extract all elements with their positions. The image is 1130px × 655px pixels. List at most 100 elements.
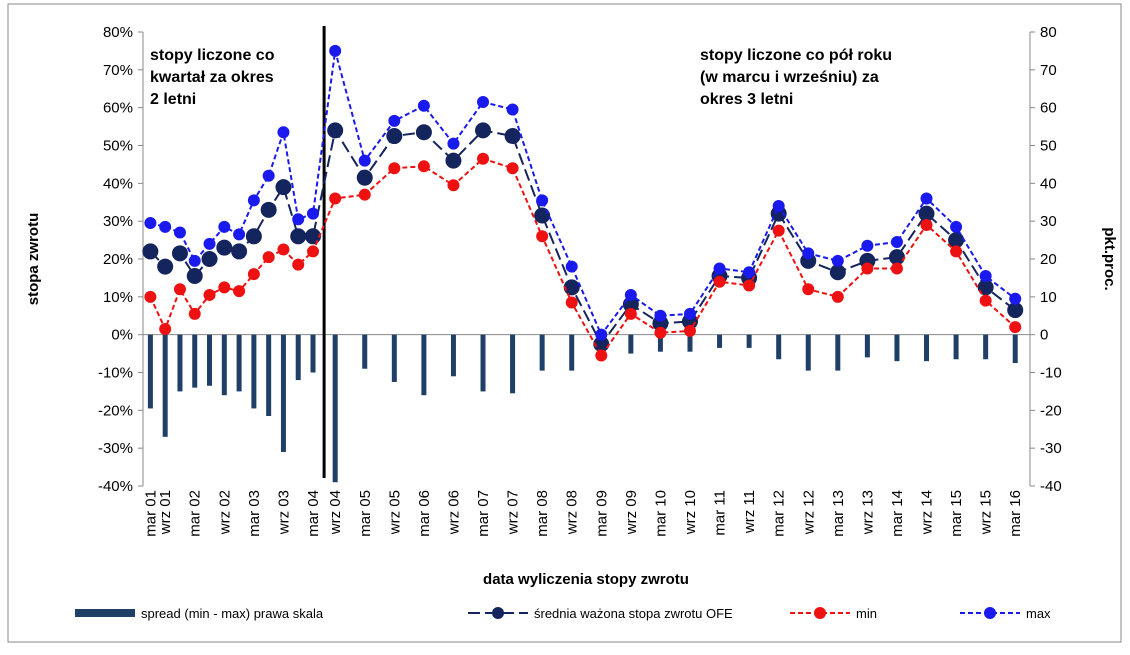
- bar: [1012, 334, 1018, 364]
- marker: [506, 162, 519, 175]
- marker: [218, 281, 231, 294]
- marker: [654, 326, 667, 339]
- x-tick-label: mar 04: [305, 490, 322, 537]
- y2-tick-label: 80: [1040, 24, 1057, 41]
- marker: [447, 137, 460, 150]
- marker: [802, 283, 815, 296]
- marker: [624, 307, 637, 320]
- marker: [654, 309, 667, 322]
- marker: [157, 258, 174, 275]
- annotation: kwartał za okres: [150, 69, 274, 86]
- marker: [216, 239, 233, 256]
- marker: [950, 220, 963, 233]
- legend-label: min: [856, 606, 877, 621]
- marker: [595, 328, 608, 341]
- marker: [565, 296, 578, 309]
- x-tick-label: wrz 14: [919, 490, 936, 535]
- marker: [713, 275, 726, 288]
- marker: [475, 122, 492, 139]
- x-tick-label: wrz 07: [505, 490, 522, 535]
- marker: [565, 260, 578, 273]
- marker: [231, 243, 248, 260]
- y2-tick-label: 30: [1040, 213, 1057, 230]
- y2-tick-label: 20: [1040, 251, 1057, 268]
- bar: [332, 334, 338, 483]
- y2-tick-label: 0: [1040, 327, 1048, 344]
- bar: [251, 334, 257, 409]
- marker: [772, 224, 785, 237]
- marker: [772, 200, 785, 213]
- x-tick-label: wrz 15: [978, 490, 995, 535]
- y-axis-title: stopa zwrotu: [25, 213, 42, 306]
- marker: [233, 285, 246, 298]
- x-tick-label: mar 03: [246, 490, 263, 537]
- x-tick-label: mar 16: [1007, 490, 1024, 537]
- marker: [329, 44, 342, 57]
- marker: [918, 205, 935, 222]
- legend-swatch: [492, 607, 504, 619]
- bar: [221, 334, 227, 396]
- bar: [147, 334, 153, 409]
- y-tick-label: 0%: [111, 327, 133, 344]
- x-tick-label: mar 02: [187, 490, 204, 537]
- x-tick-label: mar 08: [534, 490, 551, 537]
- legend-swatch: [814, 607, 826, 619]
- marker: [417, 99, 430, 112]
- bar: [280, 334, 286, 452]
- y2-tick-label: 40: [1040, 175, 1057, 192]
- marker: [277, 243, 290, 256]
- x-tick-label: wrz 10: [682, 490, 699, 535]
- y-tick-label: -10%: [98, 365, 133, 382]
- y-tick-label: 30%: [103, 213, 133, 230]
- bar: [983, 334, 989, 360]
- marker: [358, 154, 371, 167]
- marker: [356, 169, 373, 186]
- bar: [295, 334, 301, 381]
- marker: [275, 179, 292, 196]
- marker: [307, 207, 320, 220]
- marker: [386, 128, 403, 145]
- y2-tick-label: -40: [1040, 478, 1062, 495]
- y-tick-label: 50%: [103, 138, 133, 155]
- marker: [536, 230, 549, 243]
- x-tick-label: wrz 09: [623, 490, 640, 535]
- marker: [388, 114, 401, 127]
- annotation: okres 3 letni: [700, 91, 793, 108]
- bar: [421, 334, 427, 396]
- bar: [177, 334, 183, 392]
- marker: [861, 239, 874, 252]
- marker: [262, 169, 275, 182]
- marker: [142, 243, 159, 260]
- x-tick-label: mar 06: [416, 490, 433, 537]
- y-tick-label: 60%: [103, 100, 133, 117]
- x-tick-label: mar 01: [142, 490, 159, 537]
- x-tick-label: wrz 13: [859, 490, 876, 535]
- marker: [247, 268, 260, 281]
- y2-tick-label: 70: [1040, 62, 1057, 79]
- bar: [310, 334, 316, 373]
- bar: [657, 334, 663, 352]
- marker: [277, 126, 290, 139]
- marker: [203, 288, 216, 301]
- marker: [829, 264, 846, 281]
- bar: [510, 334, 516, 394]
- x-tick-label: mar 10: [652, 490, 669, 537]
- legend-label: spread (min - max) prawa skala: [141, 606, 324, 621]
- bar: [569, 334, 575, 371]
- marker: [504, 128, 521, 145]
- y2-tick-label: -10: [1040, 365, 1062, 382]
- y2-axis-title: pkt.proc.: [1101, 227, 1118, 290]
- y-tick-label: -20%: [98, 402, 133, 419]
- marker: [329, 192, 342, 205]
- legend-swatch: [75, 609, 135, 617]
- x-tick-label: wrz 04: [327, 490, 344, 535]
- x-tick-label: mar 14: [889, 490, 906, 537]
- annotation: stopy liczone co: [150, 47, 275, 64]
- bar: [717, 334, 723, 348]
- bar: [805, 334, 811, 371]
- marker: [144, 217, 157, 230]
- x-axis-title: data wyliczenia stopy zwrotu: [483, 571, 689, 588]
- marker: [144, 290, 157, 303]
- marker: [260, 201, 277, 218]
- marker: [890, 262, 903, 275]
